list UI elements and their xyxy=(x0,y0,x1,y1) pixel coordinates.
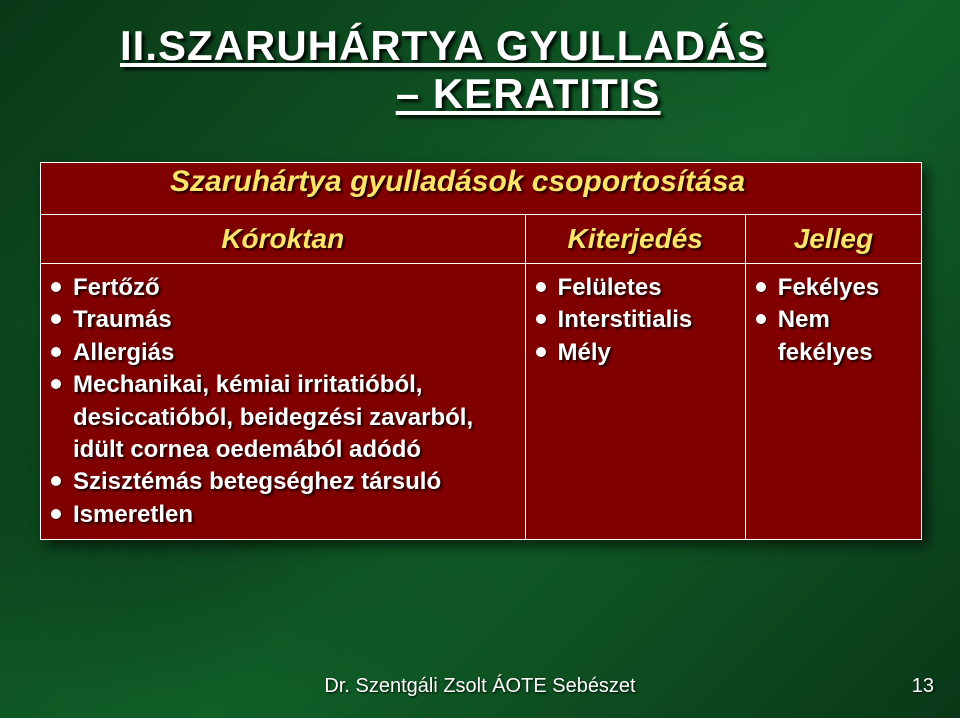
footer-text: Dr. Szentgáli Zsolt ÁOTE Sebészet xyxy=(0,675,960,698)
list-item: Mély xyxy=(536,337,735,369)
slide-title: II.SZARUHÁRTYA GYULLADÁS – KERATITIS xyxy=(120,22,766,118)
header-koroktan: Kóroktan xyxy=(41,215,526,264)
table-subtitle: Szaruhártya gyulladások csoportosítása xyxy=(170,165,745,199)
koroktan-list: Fertőző Traumás Allergiás Mechanikai, ké… xyxy=(51,272,515,531)
jelleg-list: Fekélyes Nem fekélyes xyxy=(756,272,911,369)
list-item: Felületes xyxy=(536,272,735,304)
list-item: Interstitialis xyxy=(536,304,735,336)
title-line-2: – KERATITIS xyxy=(290,70,766,118)
list-item: Allergiás xyxy=(51,337,515,369)
header-jelleg: Jelleg xyxy=(745,215,921,264)
table-body-row: Fertőző Traumás Allergiás Mechanikai, ké… xyxy=(41,264,922,540)
list-item: Szisztémás betegséghez társuló xyxy=(51,466,515,498)
title-line-1: II.SZARUHÁRTYA GYULLADÁS xyxy=(120,22,766,69)
cell-kiterjedes: Felületes Interstitialis Mély xyxy=(525,264,745,540)
list-item: Fertőző xyxy=(51,272,515,304)
table-header-row: Kóroktan Kiterjedés Jelleg xyxy=(41,215,922,264)
list-item: Fekélyes xyxy=(756,272,911,304)
header-kiterjedes: Kiterjedés xyxy=(525,215,745,264)
kiterjedes-list: Felületes Interstitialis Mély xyxy=(536,272,735,369)
page-number: 13 xyxy=(912,675,934,698)
cell-jelleg: Fekélyes Nem fekélyes xyxy=(745,264,921,540)
list-item: Nem fekélyes xyxy=(756,304,911,369)
classification-table-wrap: . Kóroktan Kiterjedés Jelleg Fertőző Tra… xyxy=(40,162,922,540)
cell-koroktan: Fertőző Traumás Allergiás Mechanikai, ké… xyxy=(41,264,526,540)
list-item: Traumás xyxy=(51,304,515,336)
list-item: Ismeretlen xyxy=(51,499,515,531)
classification-table: . Kóroktan Kiterjedés Jelleg Fertőző Tra… xyxy=(40,162,922,540)
list-item: Mechanikai, kémiai irritatióból, desicca… xyxy=(51,369,515,466)
